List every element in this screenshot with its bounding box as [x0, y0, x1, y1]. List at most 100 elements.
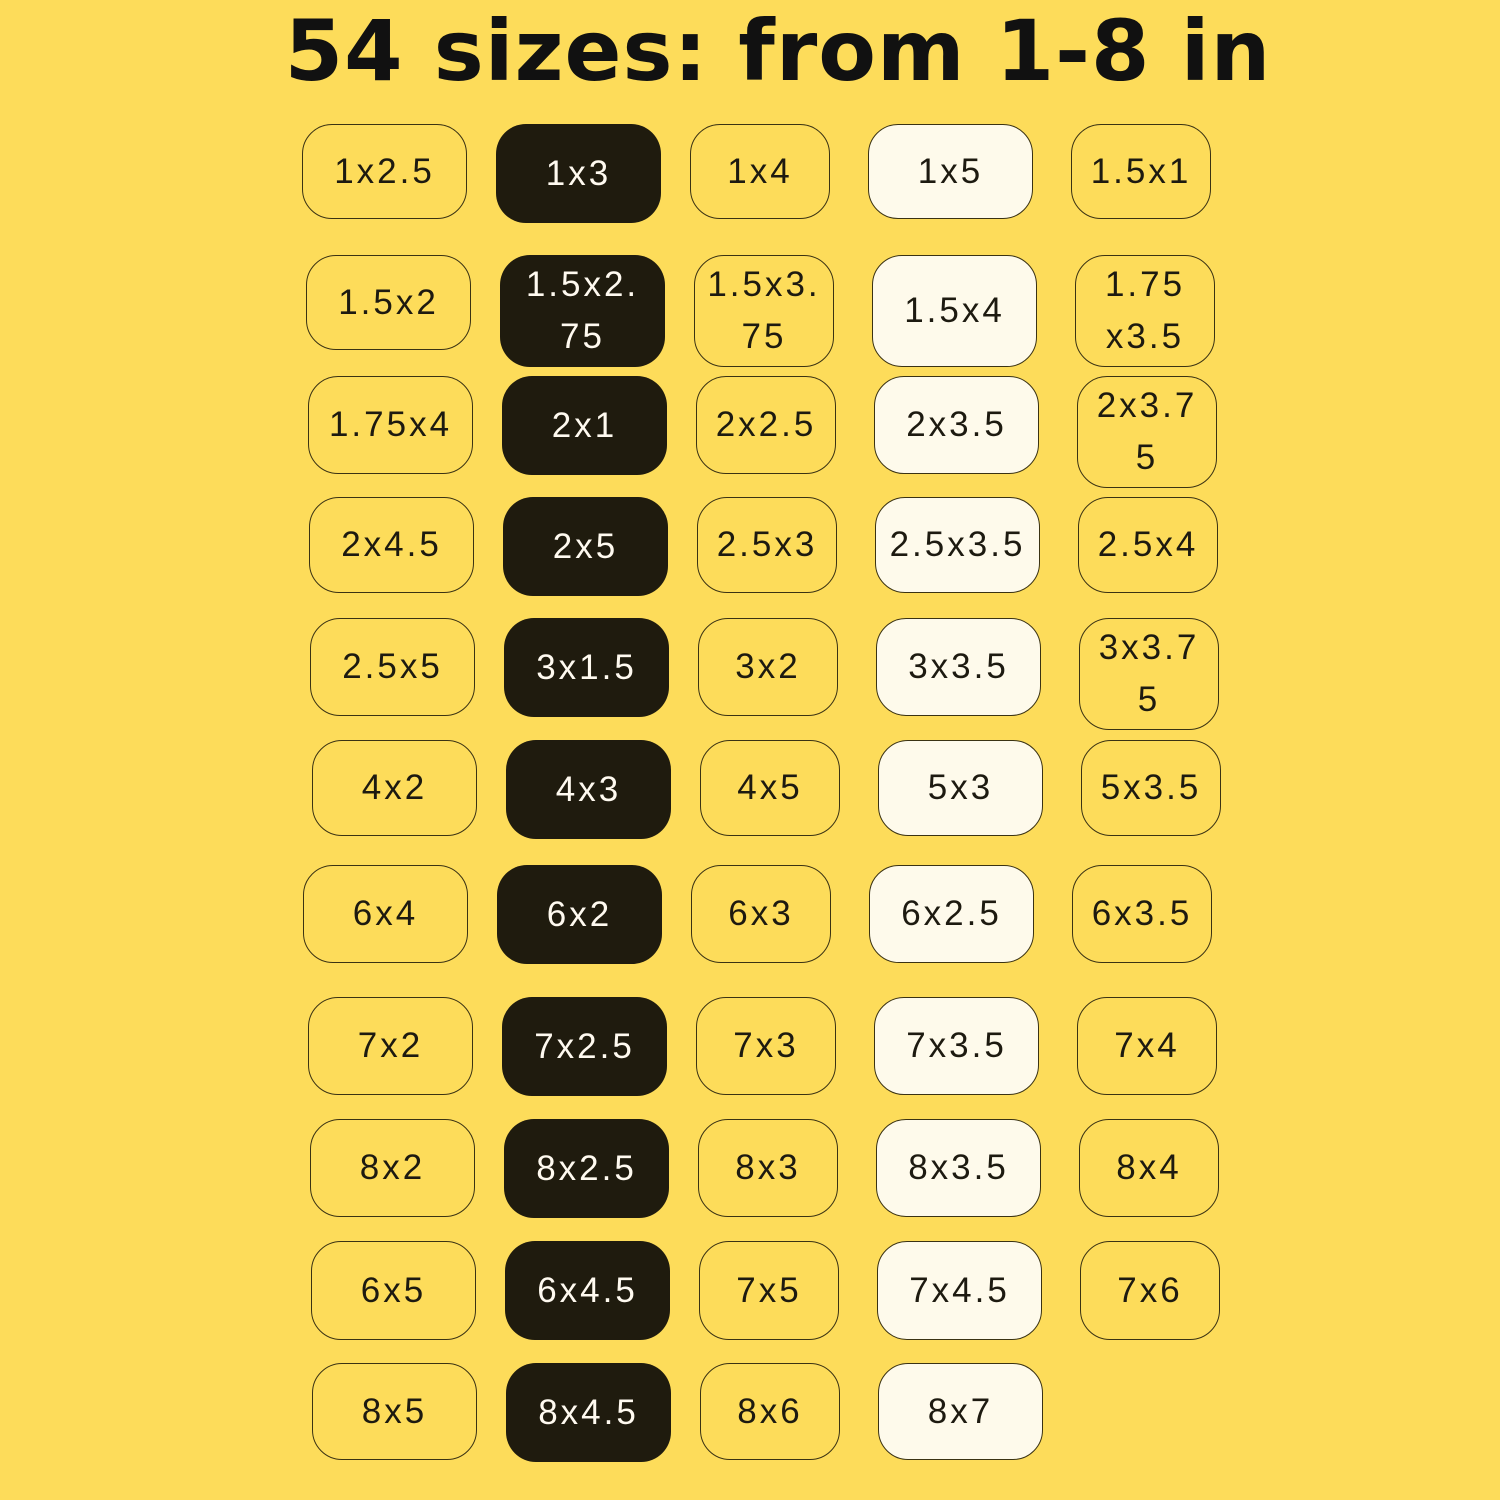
size-option[interactable]: 2x4.5 [309, 497, 474, 593]
size-option[interactable]: 2x1 [502, 376, 667, 475]
size-option[interactable]: 3x1.5 [504, 618, 669, 717]
size-label: 7x6 [1117, 1270, 1183, 1310]
size-option[interactable]: 2.5x3.5 [875, 497, 1040, 593]
size-label: 2x1 [551, 405, 618, 445]
size-label: 8x5 [361, 1391, 428, 1431]
size-label: 5x3 [927, 768, 994, 807]
size-option[interactable]: 2x2.5 [696, 376, 836, 474]
size-label: 8x2.5 [536, 1148, 637, 1188]
size-option[interactable]: 6x3.5 [1072, 865, 1212, 963]
size-option[interactable]: 5x3 [878, 740, 1043, 836]
size-option[interactable]: 4x2 [312, 740, 477, 836]
size-label: 6x3 [728, 894, 794, 933]
size-label: 2.5x4 [1097, 525, 1199, 564]
size-option[interactable]: 3x3.5 [876, 618, 1041, 716]
size-option[interactable]: 7x3 [696, 997, 836, 1095]
size-label: 4x3 [555, 769, 622, 809]
size-label: 8x4 [1116, 1148, 1182, 1187]
size-option[interactable]: 1.5x2 [306, 255, 471, 350]
size-option[interactable]: 1x3 [496, 124, 661, 223]
size-label: 4x2 [361, 768, 428, 807]
size-option[interactable]: 1x2.5 [302, 124, 467, 219]
size-label: 7x5 [736, 1270, 802, 1310]
size-label: 2x3.5 [906, 405, 1007, 444]
size-option[interactable]: 1.75x4 [308, 376, 473, 474]
size-label: 2x3.75 [1096, 386, 1198, 477]
size-option[interactable]: 2x3.5 [874, 376, 1039, 474]
size-label: 6x2 [546, 894, 613, 934]
size-label: 2.5x5 [342, 647, 443, 686]
size-label: 6x3.5 [1091, 894, 1193, 933]
size-label: 2.5x3 [716, 525, 818, 564]
size-option[interactable]: 2.5x3 [697, 497, 837, 593]
size-option[interactable]: 7x3.5 [874, 997, 1039, 1095]
size-option[interactable]: 6x4.5 [505, 1241, 670, 1340]
size-label: 7x4 [1114, 1026, 1180, 1065]
size-label: 1.5x1 [1090, 151, 1192, 191]
size-label: 2x4.5 [341, 525, 442, 564]
size-option[interactable]: 6x3 [691, 865, 831, 963]
size-option[interactable]: 2.5x4 [1078, 497, 1218, 593]
size-option[interactable]: 6x5 [311, 1241, 476, 1340]
size-option[interactable]: 8x3.5 [876, 1119, 1041, 1217]
size-label: 8x6 [737, 1391, 803, 1431]
size-option[interactable]: 1x5 [868, 124, 1033, 219]
size-option[interactable]: 3x3.75 [1079, 618, 1219, 730]
size-option[interactable]: 7x5 [699, 1241, 839, 1340]
size-label: 7x3 [733, 1026, 799, 1065]
page-title: 54 sizes: from 1-8 in [284, 2, 1272, 100]
size-option[interactable]: 1x4 [690, 124, 830, 219]
size-label: 2x2.5 [715, 405, 817, 444]
size-option[interactable]: 5x3.5 [1081, 740, 1221, 836]
size-label: 1.75x3.5 [1104, 265, 1186, 356]
size-option[interactable]: 1.75x3.5 [1075, 255, 1215, 367]
size-option[interactable]: 8x6 [700, 1363, 840, 1460]
size-label: 8x2 [359, 1148, 426, 1187]
size-option[interactable]: 7x2 [308, 997, 473, 1095]
size-label: 6x4 [352, 894, 419, 933]
size-label: 7x4.5 [909, 1270, 1010, 1310]
size-option[interactable]: 8x3 [698, 1119, 838, 1217]
size-label: 6x4.5 [537, 1270, 638, 1310]
size-label: 1x3 [545, 153, 612, 193]
size-label: 8x7 [927, 1391, 994, 1431]
size-option[interactable]: 2x5 [503, 497, 668, 596]
size-option[interactable]: 2x3.75 [1077, 376, 1217, 488]
size-option[interactable]: 1.5x3.75 [694, 255, 834, 367]
size-label: 6x2.5 [901, 894, 1002, 933]
size-label: 7x2.5 [534, 1026, 635, 1066]
size-label: 1x5 [917, 151, 984, 191]
size-option[interactable]: 7x6 [1080, 1241, 1220, 1340]
size-label: 1x4 [727, 151, 793, 191]
size-label: 4x5 [737, 768, 803, 807]
size-label: 1.75x4 [328, 405, 453, 444]
size-option[interactable]: 8x4.5 [506, 1363, 671, 1462]
size-label: 5x3.5 [1100, 768, 1202, 807]
size-label: 3x2 [735, 647, 801, 686]
size-option[interactable]: 2.5x5 [310, 618, 475, 716]
size-option[interactable]: 6x4 [303, 865, 468, 963]
size-label: 1.5x3.75 [707, 265, 821, 356]
size-option[interactable]: 3x2 [698, 618, 838, 716]
size-option[interactable]: 6x2 [497, 865, 662, 964]
size-label: 1.5x2 [338, 282, 439, 322]
size-option[interactable]: 1.5x2.75 [500, 255, 665, 367]
size-label: 6x5 [360, 1270, 427, 1310]
size-option[interactable]: 6x2.5 [869, 865, 1034, 963]
size-option[interactable]: 7x4.5 [877, 1241, 1042, 1340]
size-option[interactable]: 4x5 [700, 740, 840, 836]
size-option[interactable]: 1.5x4 [872, 255, 1037, 367]
size-label: 7x3.5 [906, 1026, 1007, 1065]
size-option[interactable]: 8x7 [878, 1363, 1043, 1460]
size-option[interactable]: 7x4 [1077, 997, 1217, 1095]
size-option[interactable]: 8x2 [310, 1119, 475, 1217]
size-label: 3x3.75 [1098, 628, 1200, 719]
size-option[interactable]: 7x2.5 [502, 997, 667, 1096]
size-option[interactable]: 8x4 [1079, 1119, 1219, 1217]
size-option[interactable]: 8x5 [312, 1363, 477, 1460]
size-option[interactable]: 8x2.5 [504, 1119, 669, 1218]
size-label: 8x3 [735, 1148, 801, 1187]
size-label: 2.5x3.5 [889, 525, 1026, 564]
size-option[interactable]: 4x3 [506, 740, 671, 839]
size-option[interactable]: 1.5x1 [1071, 124, 1211, 219]
